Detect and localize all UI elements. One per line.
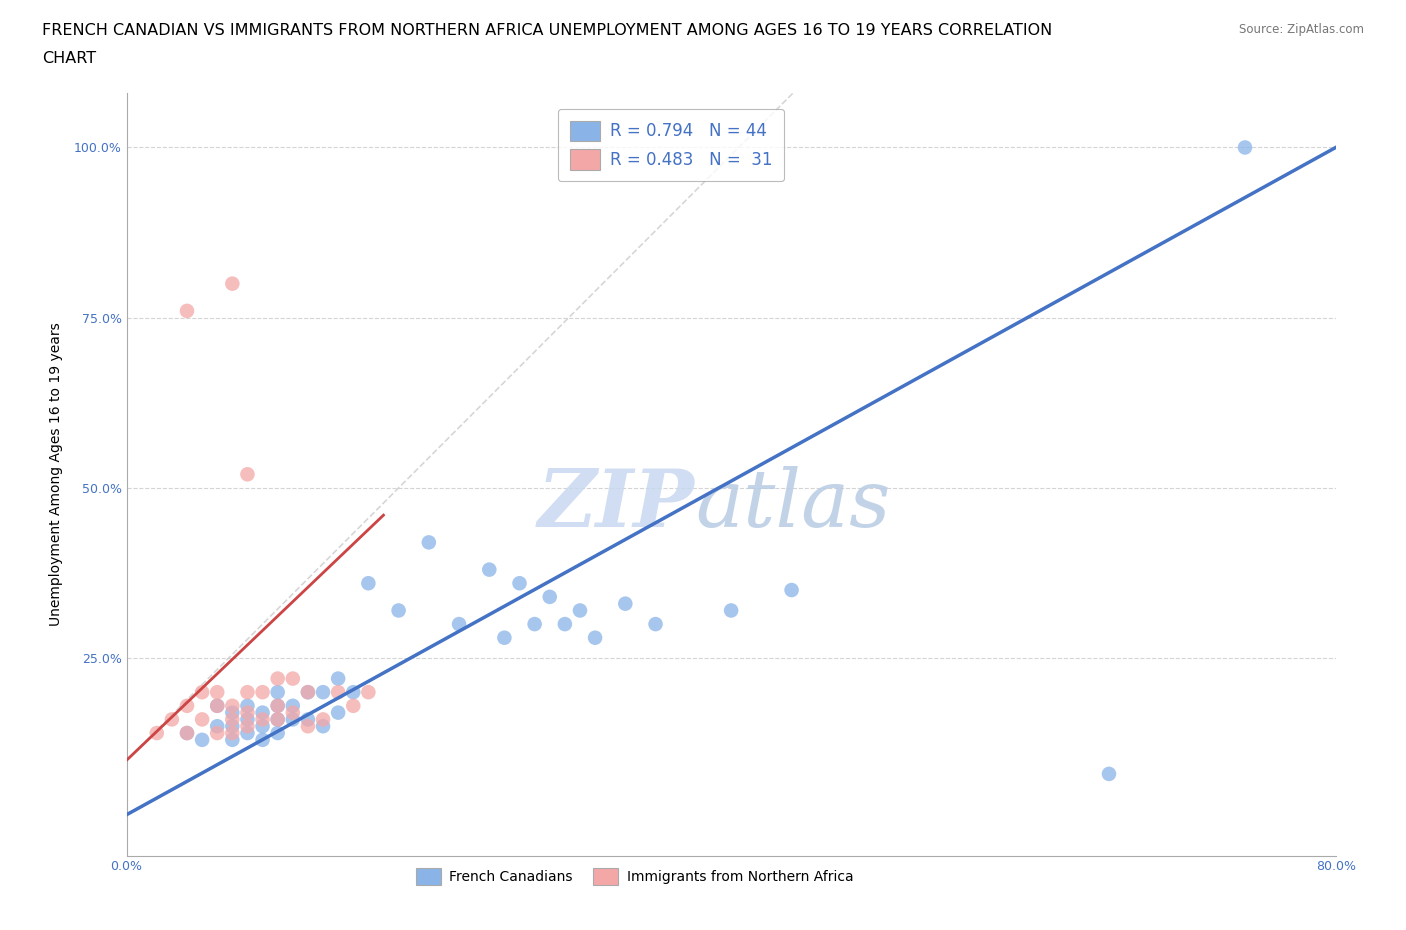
- Point: [236, 719, 259, 734]
- Y-axis label: Unemployment Among Ages 16 to 19 years: Unemployment Among Ages 16 to 19 years: [49, 323, 63, 626]
- Point: [583, 631, 606, 645]
- Point: [236, 725, 259, 740]
- Point: [191, 733, 214, 748]
- Point: [267, 698, 290, 713]
- Point: [297, 719, 319, 734]
- Point: [205, 684, 228, 699]
- Point: [312, 712, 335, 727]
- Point: [1098, 766, 1121, 781]
- Point: [252, 719, 274, 734]
- Point: [554, 617, 576, 631]
- Point: [357, 576, 380, 591]
- Point: [1234, 140, 1257, 155]
- Point: [236, 467, 259, 482]
- Point: [236, 712, 259, 727]
- Point: [326, 671, 350, 686]
- Point: [176, 725, 198, 740]
- Text: ZIP: ZIP: [538, 466, 695, 543]
- Point: [267, 671, 290, 686]
- Point: [312, 719, 335, 734]
- Point: [509, 576, 531, 591]
- Point: [205, 719, 228, 734]
- Point: [236, 698, 259, 713]
- Point: [281, 671, 304, 686]
- Point: [252, 705, 274, 720]
- Point: [312, 684, 335, 699]
- Point: [297, 684, 319, 699]
- Point: [205, 725, 228, 740]
- Point: [221, 733, 243, 748]
- Point: [205, 698, 228, 713]
- Point: [221, 719, 243, 734]
- Point: [205, 698, 228, 713]
- Point: [160, 712, 183, 727]
- Point: [146, 725, 169, 740]
- Point: [720, 603, 742, 618]
- Point: [221, 712, 243, 727]
- Text: Source: ZipAtlas.com: Source: ZipAtlas.com: [1239, 23, 1364, 36]
- Point: [494, 631, 516, 645]
- Point: [281, 705, 304, 720]
- Point: [326, 684, 350, 699]
- Point: [191, 684, 214, 699]
- Legend: French Canadians, Immigrants from Northern Africa: French Canadians, Immigrants from Northe…: [411, 862, 859, 891]
- Point: [357, 684, 380, 699]
- Point: [297, 684, 319, 699]
- Point: [523, 617, 546, 631]
- Point: [221, 705, 243, 720]
- Point: [342, 684, 364, 699]
- Point: [236, 705, 259, 720]
- Point: [614, 596, 637, 611]
- Point: [252, 712, 274, 727]
- Text: FRENCH CANADIAN VS IMMIGRANTS FROM NORTHERN AFRICA UNEMPLOYMENT AMONG AGES 16 TO: FRENCH CANADIAN VS IMMIGRANTS FROM NORTH…: [42, 23, 1053, 38]
- Point: [221, 725, 243, 740]
- Point: [236, 684, 259, 699]
- Point: [176, 698, 198, 713]
- Point: [267, 725, 290, 740]
- Point: [326, 705, 350, 720]
- Point: [297, 712, 319, 727]
- Point: [568, 603, 592, 618]
- Point: [281, 698, 304, 713]
- Point: [281, 712, 304, 727]
- Point: [176, 725, 198, 740]
- Point: [388, 603, 411, 618]
- Point: [644, 617, 666, 631]
- Point: [252, 684, 274, 699]
- Point: [221, 276, 243, 291]
- Text: atlas: atlas: [695, 466, 890, 543]
- Point: [780, 582, 803, 597]
- Point: [267, 684, 290, 699]
- Point: [267, 712, 290, 727]
- Point: [191, 712, 214, 727]
- Point: [447, 617, 470, 631]
- Point: [342, 698, 364, 713]
- Point: [252, 733, 274, 748]
- Point: [176, 303, 198, 318]
- Point: [538, 590, 561, 604]
- Point: [418, 535, 440, 550]
- Point: [267, 698, 290, 713]
- Point: [267, 712, 290, 727]
- Text: CHART: CHART: [42, 51, 96, 66]
- Point: [221, 698, 243, 713]
- Point: [478, 562, 501, 577]
